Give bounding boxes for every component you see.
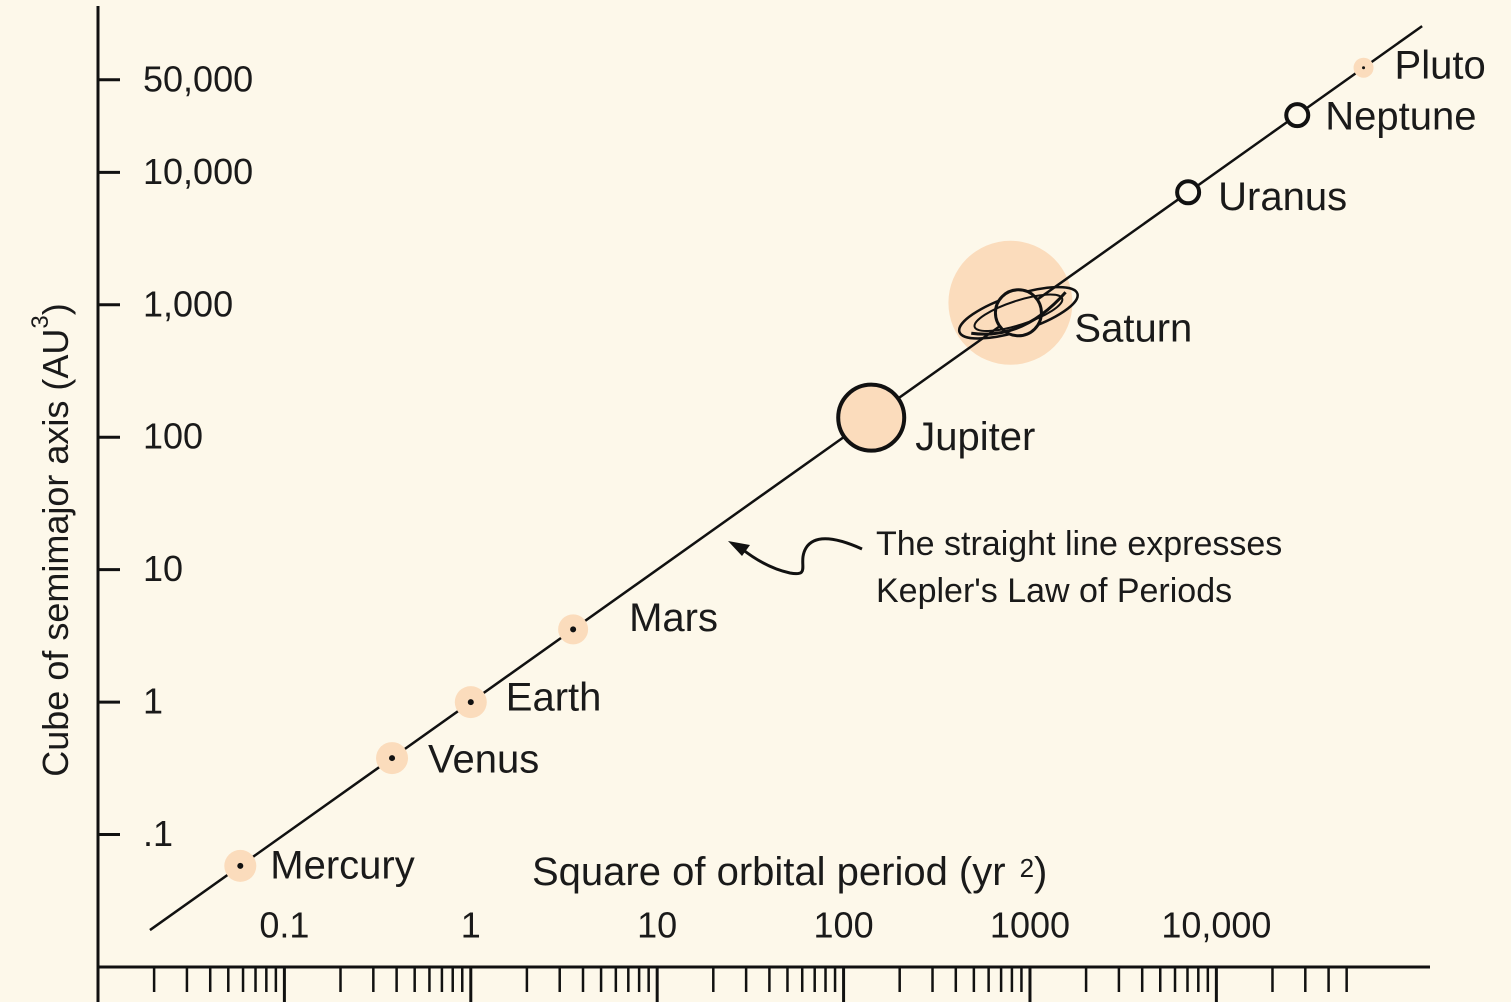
- x-axis-label: Square of orbital period (yr 2): [532, 850, 1047, 894]
- fit-line: [149, 25, 1423, 932]
- planet-label: Earth: [506, 676, 602, 720]
- y-label-end: ): [35, 303, 76, 315]
- marker-core: [1362, 66, 1366, 70]
- marker-body: [836, 382, 907, 453]
- planet-marker: [1284, 102, 1311, 129]
- planet-marker: [376, 742, 409, 775]
- planet-label: Mars: [629, 596, 718, 640]
- x-tick-label: 1000: [990, 905, 1070, 946]
- x-tick-label: 10: [637, 905, 677, 946]
- planet-marker: [957, 285, 1079, 340]
- y-tick-label: 10: [143, 548, 183, 589]
- planet-marker: [558, 614, 589, 645]
- planet-label: Mercury: [270, 843, 414, 887]
- planet-label: Neptune: [1325, 95, 1476, 139]
- marker-body: [1175, 179, 1202, 206]
- annotation: The straight line expresses: [876, 525, 1282, 563]
- marker-core: [570, 626, 577, 633]
- x-label-sup: 2: [1020, 853, 1034, 883]
- planet-marker: [836, 382, 907, 453]
- ring-front: [971, 291, 1067, 336]
- planet-marker: [224, 849, 257, 882]
- y-tick-label: 1: [143, 681, 163, 722]
- x-label-text: Square of orbital period (yr: [532, 850, 1006, 894]
- y-tick-label: 10,000: [143, 151, 253, 192]
- y-tick-label: 1,000: [143, 283, 233, 324]
- y-label-text: Cube of semimajor axis (AU: [35, 329, 76, 777]
- marker-body: [993, 288, 1043, 338]
- y-axis-label: Cube of semimajor axis (AU3): [27, 303, 75, 777]
- annotation: Kepler's Law of Periods: [876, 572, 1232, 610]
- annotation-arrow: [741, 537, 863, 576]
- marker-core: [467, 699, 474, 706]
- x-tick-label: 0.1: [259, 905, 309, 946]
- marker-core: [389, 755, 396, 762]
- plot: .1 1 10 100 1,000 10,000 50,000 0.1 1 10 100 1000 10…: [96, 6, 1486, 1002]
- planet-marker: [1175, 179, 1202, 206]
- y-tick-label: .1: [143, 813, 173, 854]
- planet-marker: [454, 686, 487, 719]
- marker-body: [1284, 102, 1311, 129]
- planet-label: Saturn: [1074, 306, 1192, 350]
- planet-label: Pluto: [1395, 43, 1486, 87]
- planet-label: Uranus: [1218, 175, 1347, 219]
- y-label-sup: 3: [27, 315, 54, 328]
- arrow-head: [728, 541, 750, 556]
- y-tick-label: 100: [143, 416, 203, 457]
- planet-label: Jupiter: [915, 415, 1035, 459]
- x-tick-label: 100: [814, 905, 874, 946]
- planet-marker: [1353, 57, 1374, 78]
- x-label-end: ): [1034, 850, 1047, 894]
- x-tick-label: 10,000: [1161, 905, 1271, 946]
- planet-label: Venus: [428, 738, 539, 782]
- marker-core: [237, 862, 244, 869]
- x-tick-label: 1: [461, 905, 481, 946]
- y-tick-label: 50,000: [143, 58, 253, 99]
- ring-inner: [973, 293, 1064, 333]
